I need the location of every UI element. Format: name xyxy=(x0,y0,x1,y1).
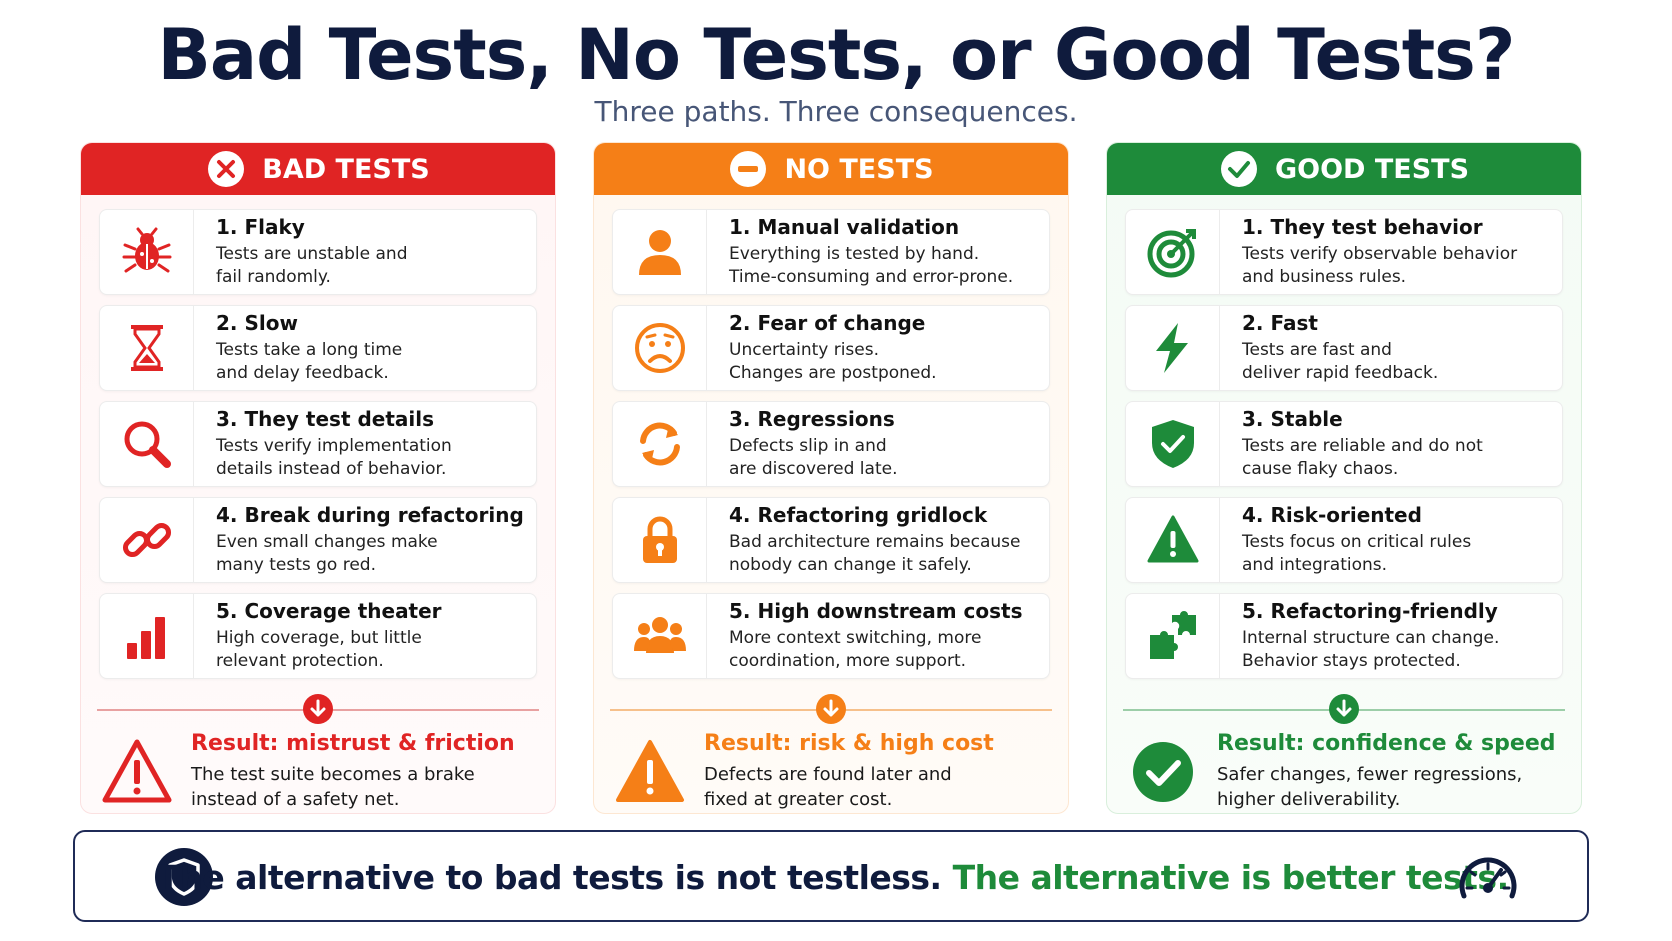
result-description: Defects are found later and fixed at gre… xyxy=(704,764,952,810)
list-item: 1. Flaky Tests are unstable and fail ran… xyxy=(99,209,537,295)
card-description: Tests are unstable and fail randomly. xyxy=(216,244,408,287)
banner-text-part1: The alternative to bad tests is not test… xyxy=(157,858,942,897)
card-title: 3. Stable xyxy=(1242,407,1343,431)
card-description: Defects slip in and are discovered late. xyxy=(729,436,898,479)
card-title: 4. Break during refactoring xyxy=(216,503,524,527)
result-title: Result: mistrust & friction xyxy=(191,731,515,756)
card-description: Everything is tested by hand. Time-consu… xyxy=(729,244,1014,287)
list-item: 3. They test details Tests verify implem… xyxy=(99,401,537,487)
list-item: 4. Break during refactoring Even small c… xyxy=(99,497,537,583)
bottom-banner: The alternative to bad tests is not test… xyxy=(73,830,1589,922)
lightning-icon xyxy=(1155,323,1188,373)
column-header-good: GOOD TESTS xyxy=(1107,143,1581,195)
card-title: 2. Slow xyxy=(216,311,298,335)
banner-text: The alternative to bad tests is not test… xyxy=(75,858,1591,897)
column-header-no: NO TESTS xyxy=(594,143,1068,195)
card-description: Uncertainty rises. Changes are postponed… xyxy=(729,340,937,383)
card-description: Tests take a long time and delay feedbac… xyxy=(216,340,403,383)
card-description: More context switching, more coordinatio… xyxy=(729,628,982,671)
list-item: 1. They test behavior Tests verify obser… xyxy=(1125,209,1563,295)
warning-outline-icon xyxy=(102,739,172,802)
banner-text-part2: The alternative is better tests. xyxy=(952,858,1510,897)
list-item: 3. Stable Tests are reliable and do not … xyxy=(1125,401,1563,487)
list-item: 5. Coverage theater High coverage, but l… xyxy=(99,593,537,679)
speedometer-icon xyxy=(1459,857,1517,899)
list-item: 2. Fear of change Uncertainty rises. Cha… xyxy=(612,305,1050,391)
result-title: Result: risk & high cost xyxy=(704,731,994,756)
arrow-down-icon xyxy=(303,694,333,724)
minus-circle-icon xyxy=(730,151,767,187)
result-description: Safer changes, fewer regressions, higher… xyxy=(1217,764,1523,810)
card-title: 5. Coverage theater xyxy=(216,599,442,623)
padlock-icon xyxy=(642,516,677,563)
magnifier-icon xyxy=(124,421,171,468)
arrow-down-icon xyxy=(1329,694,1359,724)
check-filled-icon xyxy=(1133,741,1193,802)
card-description: Tests are fast and deliver rapid feedbac… xyxy=(1242,340,1439,383)
check-circle-icon xyxy=(1220,151,1257,187)
column-no-tests: NO TESTS 1. Manual validation Everything… xyxy=(593,142,1069,814)
card-title: 5. High downstream costs xyxy=(729,599,1023,623)
list-item: 3. Regressions Defects slip in and are d… xyxy=(612,401,1050,487)
refresh-icon xyxy=(639,422,680,466)
card-description: Tests verify implementation details inst… xyxy=(216,436,452,479)
card-title: 3. They test details xyxy=(216,407,435,431)
column-header-label: NO TESTS xyxy=(784,153,934,185)
card-title: 5. Refactoring-friendly xyxy=(1242,599,1498,623)
group-icon xyxy=(633,617,686,653)
result-block: Result: confidence & speed Safer changes… xyxy=(1107,729,1581,812)
puzzle-icon xyxy=(1149,611,1196,659)
card-title: 3. Regressions xyxy=(729,407,895,431)
warning-filled-icon xyxy=(616,739,684,802)
result-description: The test suite becomes a brake instead o… xyxy=(191,764,475,810)
page-subtitle: Three paths. Three consequences. xyxy=(594,95,1078,128)
shield-check-icon xyxy=(1151,420,1194,468)
card-title: 2. Fear of change xyxy=(729,311,926,335)
x-circle-icon xyxy=(208,151,245,187)
card-description: Internal structure can change. Behavior … xyxy=(1242,628,1500,671)
column-bad-tests: BAD TESTS 1. Flaky Tests are unstable an… xyxy=(80,142,556,814)
list-item: 2. Fast Tests are fast and deliver rapid… xyxy=(1125,305,1563,391)
column-header-bad: BAD TESTS xyxy=(81,143,555,195)
card-description: Tests are reliable and do not cause flak… xyxy=(1242,436,1483,479)
divider xyxy=(1123,689,1565,729)
divider xyxy=(97,689,539,729)
list-item: 5. Refactoring-friendly Internal structu… xyxy=(1125,593,1563,679)
list-item: 4. Refactoring gridlock Bad architecture… xyxy=(612,497,1050,583)
arrow-down-icon xyxy=(816,694,846,724)
bug-icon xyxy=(122,227,171,273)
result-title: Result: confidence & speed xyxy=(1217,731,1556,756)
alert-triangle-icon xyxy=(1147,515,1198,563)
shield-icon xyxy=(155,848,213,906)
worried-face-icon xyxy=(634,323,685,373)
broken-link-icon xyxy=(122,522,171,558)
column-header-label: BAD TESTS xyxy=(262,153,430,185)
card-description: Even small changes make many tests go re… xyxy=(216,532,438,575)
target-icon xyxy=(1147,229,1196,278)
card-title: 1. Flaky xyxy=(216,215,305,239)
column-header-label: GOOD TESTS xyxy=(1274,153,1470,185)
list-item: 5. High downstream costs More context sw… xyxy=(612,593,1050,679)
card-title: 1. They test behavior xyxy=(1242,215,1483,239)
page-title: Bad Tests, No Tests, or Good Tests? xyxy=(157,14,1516,96)
person-icon xyxy=(638,230,681,275)
card-title: 1. Manual validation xyxy=(729,215,960,239)
card-title: 4. Risk-oriented xyxy=(1242,503,1422,527)
card-description: Tests focus on critical rules and integr… xyxy=(1242,532,1472,575)
result-block: Result: mistrust & friction The test sui… xyxy=(81,729,555,812)
divider xyxy=(610,689,1052,729)
card-description: Tests verify observable behavior and bus… xyxy=(1242,244,1518,287)
card-description: High coverage, but little relevant prote… xyxy=(216,628,422,671)
hourglass-icon xyxy=(130,325,163,371)
list-item: 2. Slow Tests take a long time and delay… xyxy=(99,305,537,391)
card-title: 4. Refactoring gridlock xyxy=(729,503,988,527)
list-item: 1. Manual validation Everything is teste… xyxy=(612,209,1050,295)
result-block: Result: risk & high cost Defects are fou… xyxy=(594,729,1068,812)
bar-chart-icon xyxy=(126,617,165,659)
card-title: 2. Fast xyxy=(1242,311,1318,335)
card-description: Bad architecture remains because nobody … xyxy=(729,532,1021,575)
list-item: 4. Risk-oriented Tests focus on critical… xyxy=(1125,497,1563,583)
column-good-tests: GOOD TESTS 1. They test behavior Tests v… xyxy=(1106,142,1582,814)
